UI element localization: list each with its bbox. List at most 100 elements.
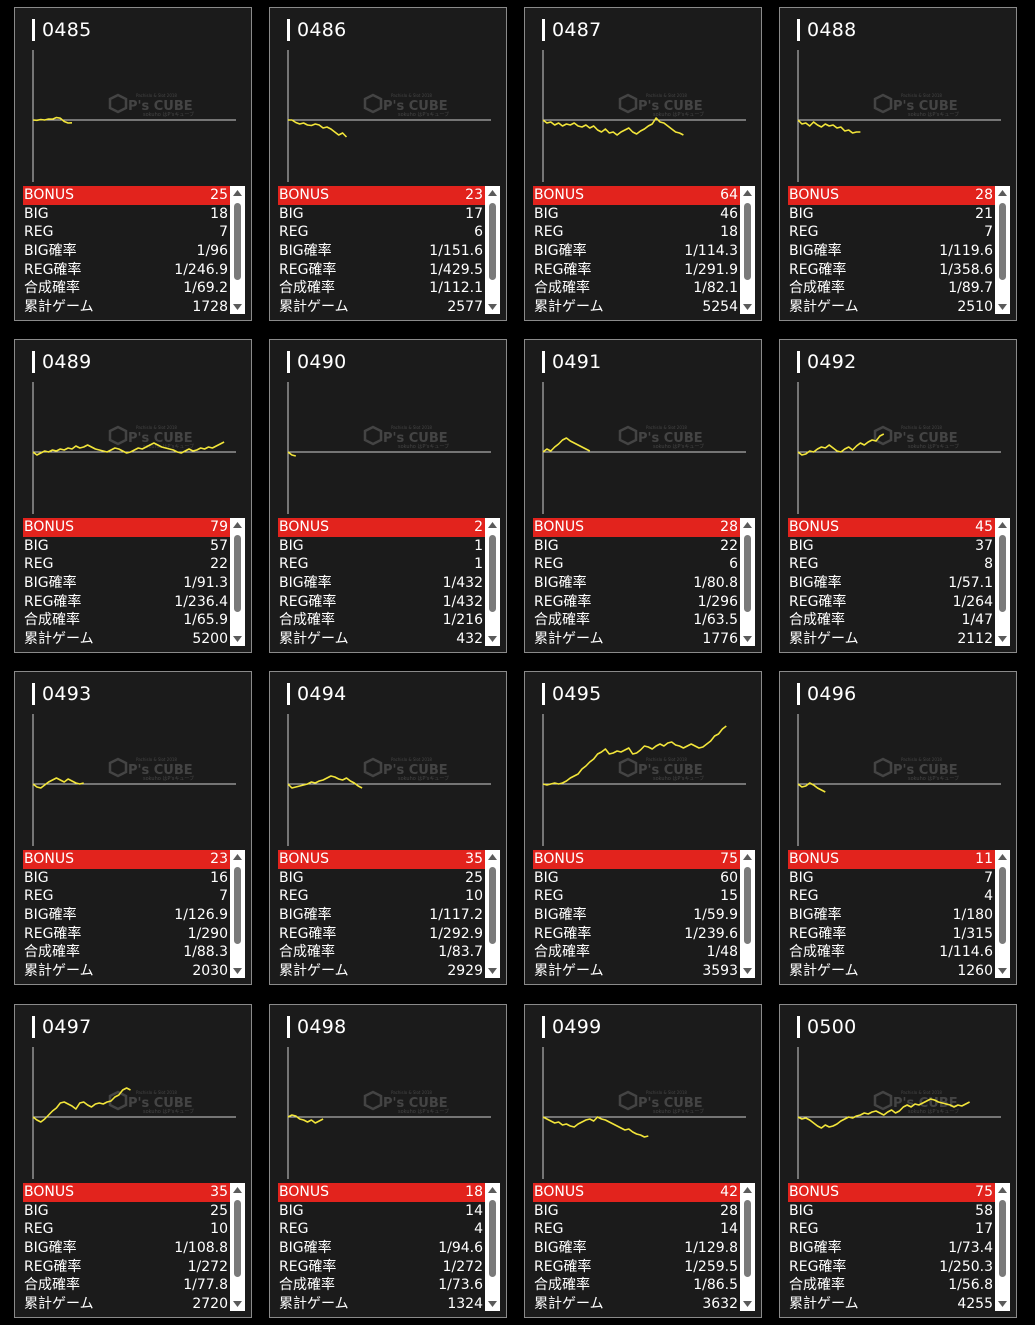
machine-number: 0498 — [297, 1016, 347, 1038]
total-rate-row: 合成確率 1/56.8 — [788, 1276, 995, 1295]
scroll-down-arrow-icon[interactable] — [230, 1298, 245, 1310]
machine-card[interactable]: 0498 P's CUBE Pachislo & Slot 2018 sokuh… — [269, 1004, 507, 1318]
scroll-up-arrow-icon[interactable] — [740, 851, 755, 863]
scrollbar-thumb[interactable] — [744, 867, 751, 944]
scroll-down-arrow-icon[interactable] — [230, 633, 245, 645]
total-rate-row: 合成確率 1/69.2 — [23, 279, 230, 298]
scroll-up-arrow-icon[interactable] — [995, 1184, 1010, 1196]
scroll-up-arrow-icon[interactable] — [485, 1184, 500, 1196]
scroll-up-arrow-icon[interactable] — [995, 187, 1010, 199]
stats-scrollbar[interactable] — [995, 850, 1010, 978]
stats-scrollbar[interactable] — [740, 1183, 755, 1311]
scroll-down-arrow-icon[interactable] — [995, 1298, 1010, 1310]
big-rate-value: 1/119.6 — [939, 243, 993, 260]
stats-scrollbar[interactable] — [485, 518, 500, 646]
scrollbar-thumb[interactable] — [234, 1200, 241, 1277]
machine-card[interactable]: 0489 P's CUBE Pachislo & Slot 2018 sokuh… — [14, 339, 252, 653]
scroll-up-arrow-icon[interactable] — [740, 519, 755, 531]
machine-card[interactable]: 0497 P's CUBE Pachislo & Slot 2018 sokuh… — [14, 1004, 252, 1318]
reg-rate-row: REG確率 1/236.4 — [23, 593, 230, 612]
scroll-down-arrow-icon[interactable] — [740, 1298, 755, 1310]
machine-card[interactable]: 0491 P's CUBE Pachislo & Slot 2018 sokuh… — [524, 339, 762, 653]
stats-scrollbar[interactable] — [995, 186, 1010, 314]
scroll-up-arrow-icon[interactable] — [230, 851, 245, 863]
scroll-down-arrow-icon[interactable] — [995, 301, 1010, 313]
machine-card[interactable]: 0499 P's CUBE Pachislo & Slot 2018 sokuh… — [524, 1004, 762, 1318]
scroll-down-arrow-icon[interactable] — [995, 633, 1010, 645]
scrollbar-thumb[interactable] — [234, 535, 241, 612]
machine-card[interactable]: 0494 P's CUBE Pachislo & Slot 2018 sokuh… — [269, 671, 507, 985]
scrollbar-thumb[interactable] — [234, 203, 241, 280]
total-rate-label: 合成確率 — [789, 944, 845, 961]
scroll-up-arrow-icon[interactable] — [995, 519, 1010, 531]
stats-scrollbar[interactable] — [740, 186, 755, 314]
bonus-value: 25 — [210, 187, 228, 203]
machine-card[interactable]: 0495 P's CUBE Pachislo & Slot 2018 sokuh… — [524, 671, 762, 985]
big-row: BIG 46 — [533, 205, 740, 224]
bonus-value: 11 — [975, 851, 993, 867]
scroll-down-arrow-icon[interactable] — [230, 965, 245, 977]
stats-scrollbar[interactable] — [230, 850, 245, 978]
pscube-watermark: P's CUBE Pachislo & Slot 2018 sokuho はP'… — [363, 425, 449, 450]
scroll-down-arrow-icon[interactable] — [485, 301, 500, 313]
scroll-down-arrow-icon[interactable] — [740, 301, 755, 313]
machine-card[interactable]: 0500 P's CUBE Pachislo & Slot 2018 sokuh… — [779, 1004, 1017, 1318]
scroll-down-arrow-icon[interactable] — [485, 965, 500, 977]
scroll-down-arrow-icon[interactable] — [740, 965, 755, 977]
stats-scrollbar[interactable] — [230, 518, 245, 646]
scroll-down-arrow-icon[interactable] — [740, 633, 755, 645]
stats-scrollbar[interactable] — [485, 850, 500, 978]
scroll-up-arrow-icon[interactable] — [230, 1184, 245, 1196]
scroll-down-arrow-icon[interactable] — [230, 301, 245, 313]
scroll-up-arrow-icon[interactable] — [740, 1184, 755, 1196]
reg-rate-row: REG確率 1/250.3 — [788, 1258, 995, 1277]
stats-scrollbar[interactable] — [485, 1183, 500, 1311]
stats-scrollbar[interactable] — [740, 850, 755, 978]
bonus-label: BONUS — [279, 1184, 329, 1200]
machine-card[interactable]: 0492 P's CUBE Pachislo & Slot 2018 sokuh… — [779, 339, 1017, 653]
stats-scrollbar[interactable] — [740, 518, 755, 646]
machine-card[interactable]: 0488 P's CUBE Pachislo & Slot 2018 sokuh… — [779, 7, 1017, 321]
scrollbar-thumb[interactable] — [489, 535, 496, 612]
reg-rate-label: REG確率 — [24, 593, 82, 610]
big-value: 16 — [210, 869, 228, 886]
machine-card[interactable]: 0490 P's CUBE Pachislo & Slot 2018 sokuh… — [269, 339, 507, 653]
reg-label: REG — [789, 224, 819, 241]
scroll-down-arrow-icon[interactable] — [485, 633, 500, 645]
stats-scrollbar[interactable] — [485, 186, 500, 314]
stats-scrollbar[interactable] — [995, 1183, 1010, 1311]
scrollbar-thumb[interactable] — [744, 535, 751, 612]
scrollbar-thumb[interactable] — [489, 867, 496, 944]
machine-card[interactable]: 0487 P's CUBE Pachislo & Slot 2018 sokuh… — [524, 7, 762, 321]
scrollbar-thumb[interactable] — [999, 867, 1006, 944]
scroll-up-arrow-icon[interactable] — [230, 519, 245, 531]
scrollbar-thumb[interactable] — [999, 1200, 1006, 1277]
scrollbar-thumb[interactable] — [999, 535, 1006, 612]
scrollbar-thumb[interactable] — [489, 203, 496, 280]
watermark-bottom: sokuho はP'sキューブ — [398, 1108, 449, 1115]
machine-card[interactable]: 0493 P's CUBE Pachislo & Slot 2018 sokuh… — [14, 671, 252, 985]
scroll-up-arrow-icon[interactable] — [485, 519, 500, 531]
stats-scrollbar[interactable] — [995, 518, 1010, 646]
scrollbar-thumb[interactable] — [234, 867, 241, 944]
scrollbar-thumb[interactable] — [744, 203, 751, 280]
stats-scrollbar[interactable] — [230, 1183, 245, 1311]
machine-card[interactable]: 0486 P's CUBE Pachislo & Slot 2018 sokuh… — [269, 7, 507, 321]
scrollbar-thumb[interactable] — [489, 1200, 496, 1277]
scroll-down-arrow-icon[interactable] — [995, 965, 1010, 977]
total-rate-row: 合成確率 1/86.5 — [533, 1276, 740, 1295]
scroll-up-arrow-icon[interactable] — [485, 851, 500, 863]
scroll-up-arrow-icon[interactable] — [740, 187, 755, 199]
total-rate-value: 1/216 — [442, 612, 483, 629]
payout-graph: P's CUBE Pachislo & Slot 2018 sokuho はP'… — [542, 714, 746, 846]
machine-card[interactable]: 0496 P's CUBE Pachislo & Slot 2018 sokuh… — [779, 671, 1017, 985]
machine-card[interactable]: 0485 P's CUBE Pachislo & Slot 2018 sokuh… — [14, 7, 252, 321]
stats-scrollbar[interactable] — [230, 186, 245, 314]
bonus-label: BONUS — [279, 187, 329, 203]
scroll-up-arrow-icon[interactable] — [230, 187, 245, 199]
scroll-up-arrow-icon[interactable] — [485, 187, 500, 199]
scroll-up-arrow-icon[interactable] — [995, 851, 1010, 863]
scroll-down-arrow-icon[interactable] — [485, 1298, 500, 1310]
scrollbar-thumb[interactable] — [999, 203, 1006, 280]
scrollbar-thumb[interactable] — [744, 1200, 751, 1277]
